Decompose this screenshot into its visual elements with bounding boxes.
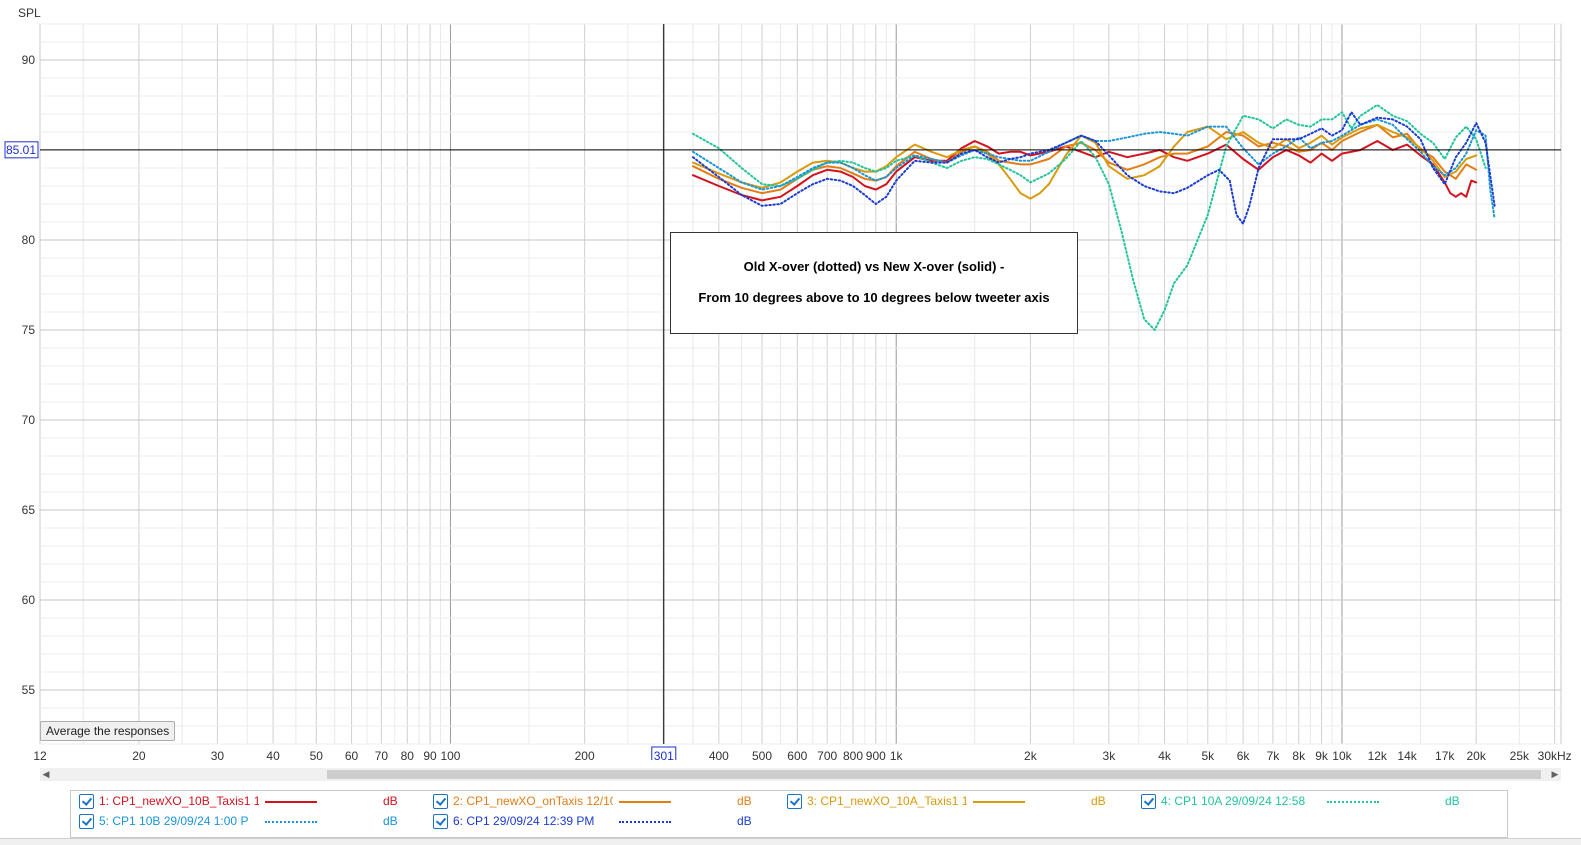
- x-tick-label: 1k: [890, 749, 904, 760]
- x-tick-label: 60: [345, 749, 359, 760]
- x-tick-label: 80: [401, 749, 415, 760]
- legend-line-swatch: [619, 821, 671, 823]
- horizontal-scrollbar[interactable]: ◀ ▶: [40, 768, 1561, 781]
- scroll-thumb[interactable]: [327, 770, 1541, 779]
- x-tick-label: 3k: [1103, 749, 1117, 760]
- y-tick-label: 90: [22, 53, 36, 67]
- x-tick-label: 12: [33, 749, 47, 760]
- legend-unit: dB: [383, 814, 398, 828]
- legend-unit: dB: [383, 794, 398, 808]
- legend-checkbox[interactable]: [79, 794, 94, 809]
- y-tick-label: 60: [22, 593, 36, 607]
- legend-series-name: 3: CP1_newXO_10A_Taxis1 12/1: [807, 794, 967, 808]
- x-tick-label: 30: [211, 749, 225, 760]
- legend-series-name: 1: CP1_newXO_10B_Taxis1 12/1: [99, 794, 259, 808]
- x-tick-label: 8k: [1292, 749, 1306, 760]
- x-tick-label: 10k: [1332, 749, 1352, 760]
- legend-unit: dB: [737, 814, 752, 828]
- legend-series-name: 4: CP1 10A 29/09/24 12:58: [1161, 794, 1306, 808]
- annotation-box[interactable]: Old X-over (dotted) vs New X-over (solid…: [670, 232, 1078, 334]
- legend-checkbox[interactable]: [79, 814, 94, 829]
- legend-line-swatch: [619, 801, 671, 803]
- x-tick-label: 20k: [1466, 749, 1486, 760]
- x-tick-label: 50: [310, 749, 324, 760]
- legend-unit: dB: [1091, 794, 1106, 808]
- series-6-curve: [692, 111, 1496, 225]
- x-tick-label: 17k: [1435, 749, 1455, 760]
- legend-line-swatch: [973, 801, 1025, 803]
- status-strip: [0, 838, 1581, 845]
- legend-unit: dB: [737, 794, 752, 808]
- y-axis-label: SPL: [18, 6, 41, 20]
- series-5-curve: [692, 118, 1496, 220]
- x-tick-label: 90: [423, 749, 437, 760]
- x-tick-label: 900: [866, 749, 886, 760]
- y-tick-label: 65: [22, 503, 36, 517]
- x-tick-label: 5k: [1201, 749, 1215, 760]
- legend-checkbox[interactable]: [433, 794, 448, 809]
- scroll-left-arrow-icon[interactable]: ◀: [42, 769, 50, 779]
- series-4-curve: [692, 104, 1487, 331]
- x-tick-label: 12k: [1368, 749, 1388, 760]
- annotation-line-2: From 10 degrees above to 10 degrees belo…: [698, 290, 1050, 305]
- legend-unit: dB: [1445, 794, 1460, 808]
- x-tick-label: 4k: [1158, 749, 1172, 760]
- legend-line-swatch: [1327, 801, 1379, 803]
- legend-checkbox[interactable]: [1141, 794, 1156, 809]
- average-responses-button[interactable]: Average the responses: [40, 721, 176, 741]
- cursor-y-readout: 85.01: [6, 143, 36, 157]
- cursor-x-readout: 301: [654, 749, 674, 760]
- y-tick-label: 75: [22, 323, 36, 337]
- legend-item-6: 6: CP1 29/09/24 12:39 PM dB: [433, 812, 773, 830]
- y-tick-label: 70: [22, 413, 36, 427]
- legend-checkbox[interactable]: [787, 794, 802, 809]
- y-tick-label: 55: [22, 683, 36, 697]
- legend-line-swatch: [265, 821, 317, 823]
- scroll-right-arrow-icon[interactable]: ▶: [1551, 769, 1559, 779]
- legend-item-3: 3: CP1_newXO_10A_Taxis1 12/1 dB: [787, 792, 1127, 810]
- x-tick-label: 600: [787, 749, 807, 760]
- x-tick-label: 70: [375, 749, 389, 760]
- legend-series-name: 5: CP1 10B 29/09/24 1:00 P: [99, 814, 249, 828]
- cursor-y-readout-box: [4, 141, 39, 159]
- x-tick-label: 9k: [1315, 749, 1329, 760]
- x-tick-label: 400: [709, 749, 729, 760]
- series-1-curve: [692, 140, 1478, 202]
- x-tick-label: 100: [440, 749, 460, 760]
- legend-item-1: 1: CP1_newXO_10B_Taxis1 12/1 dB: [79, 792, 419, 810]
- x-tick-label: 500: [752, 749, 772, 760]
- y-tick-label: 80: [22, 233, 36, 247]
- x-tick-label: 14k: [1397, 749, 1417, 760]
- legend-item-5: 5: CP1 10B 29/09/24 1:00 P dB: [79, 812, 419, 830]
- legend-checkbox[interactable]: [433, 814, 448, 829]
- spl-chart[interactable]: 5560657075808590122030405060708090100200…: [0, 0, 1581, 765]
- legend-line-swatch: [265, 801, 317, 803]
- x-tick-label: 2k: [1024, 749, 1038, 760]
- x-tick-label: 25k: [1510, 749, 1530, 760]
- annotation-line-1: Old X-over (dotted) vs New X-over (solid…: [743, 259, 1005, 274]
- legend-item-4: 4: CP1 10A 29/09/24 12:58 dB: [1141, 792, 1481, 810]
- x-tick-label: 6k: [1237, 749, 1251, 760]
- legend-series-name: 6: CP1 29/09/24 12:39 PM: [453, 814, 595, 828]
- x-tick-label: 40: [266, 749, 280, 760]
- x-tick-label: 20: [132, 749, 146, 760]
- x-tick-label: 200: [575, 749, 595, 760]
- x-tick-label: 800: [843, 749, 863, 760]
- x-tick-label: 7k: [1267, 749, 1281, 760]
- x-tick-label: 30kHz: [1538, 749, 1572, 760]
- x-tick-label: 700: [817, 749, 837, 760]
- legend-series-name: 2: CP1_newXO_onTaxis 12/10/2: [453, 794, 613, 808]
- legend-item-2: 2: CP1_newXO_onTaxis 12/10/2 dB: [433, 792, 773, 810]
